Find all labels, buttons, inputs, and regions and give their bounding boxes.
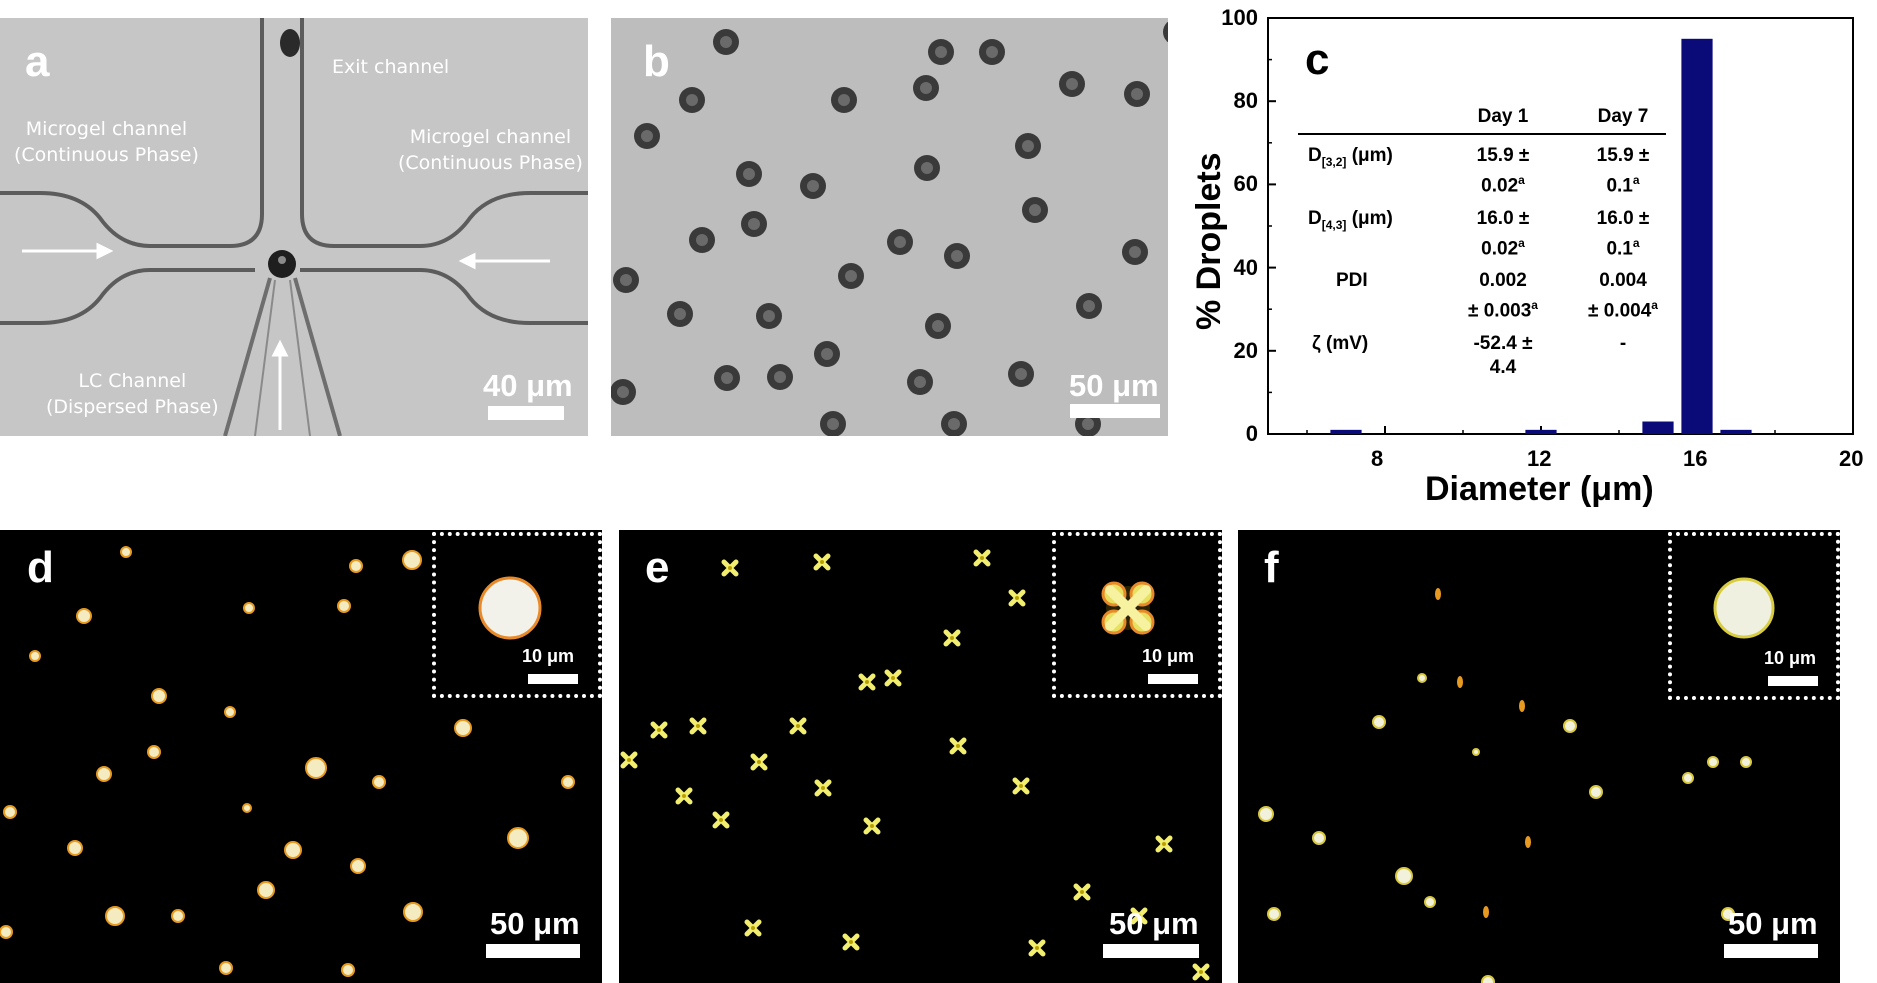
x-axis-title: Diameter (μm)	[1425, 470, 1654, 508]
table-row-param: ζ (mV)	[1312, 333, 1369, 354]
table-row-param: D[3,2] (μm)	[1308, 145, 1393, 169]
panel-f-droplets-image	[1258, 588, 1752, 983]
panel-d-droplets-image	[0, 546, 575, 977]
x-tick-label: 8	[1371, 446, 1384, 471]
panel-f-inset-droplet	[1713, 577, 1775, 639]
panel-c-label: c	[1305, 35, 1330, 84]
panel-e-inset: 10 μm	[1052, 532, 1222, 698]
x-tick-label: 20	[1839, 446, 1864, 471]
panel-d-inset-scale-bar	[528, 674, 578, 684]
histogram-bar	[1525, 429, 1557, 434]
table-cell-day1: -52.4 ±4.4	[1473, 333, 1533, 378]
panel-d-inset: 10 μm	[432, 532, 602, 698]
histogram-bar	[1720, 429, 1752, 434]
panel-f-inset-scale-label: 10 μm	[1764, 648, 1817, 668]
panel-e-inset-droplet	[1101, 581, 1155, 635]
y-axis-title: % Droplets	[1190, 152, 1228, 330]
droplets-brightfield-image	[611, 18, 1168, 436]
panel-a-scale-label: 40 μm	[483, 368, 573, 403]
panel-e-inset-scale-label: 10 μm	[1142, 646, 1195, 666]
panel-e-label: e	[645, 543, 670, 592]
panel-e-inset-scale-bar	[1148, 674, 1198, 684]
histogram-bar	[1330, 429, 1362, 434]
histogram-bar	[1681, 38, 1713, 435]
panel-a-scale-bar	[488, 406, 564, 420]
panel-e-scale-bar	[1103, 944, 1199, 958]
y-tick-label: 20	[1233, 337, 1258, 363]
left-microgel-channel-label: Microgel channel (Continuous Phase)	[14, 118, 199, 166]
panel-f-polarized-micrograph: f 10 μm 50 μm	[1238, 530, 1840, 983]
panel-d-label: d	[27, 543, 54, 592]
y-tick-label: 80	[1233, 88, 1258, 114]
table-row-param: D[4,3] (μm)	[1308, 208, 1393, 232]
table-cell-day1: 15.9 ±0.02a	[1476, 145, 1530, 197]
right-microgel-channel-label: Microgel channel (Continuous Phase)	[398, 126, 583, 174]
y-tick-label: 100	[1221, 5, 1258, 30]
panel-f-label: f	[1264, 543, 1279, 592]
panel-a-microfluidic-device: a Exit channel Microgel channel (Continu…	[0, 18, 588, 436]
panel-d-scale-label: 50 μm	[490, 906, 580, 941]
y-tick-label: 40	[1233, 254, 1258, 280]
panel-f-inset: 10 μm	[1668, 532, 1840, 700]
panel-e-scale-label: 50 μm	[1109, 906, 1199, 941]
panel-d-inset-droplet	[478, 576, 542, 640]
panel-d-inset-scale-label: 10 μm	[522, 646, 575, 666]
panel-f-scale-bar	[1724, 944, 1818, 958]
table-divider	[1298, 133, 1666, 135]
microfluidic-channels-image	[0, 18, 588, 436]
panel-b-droplet-micrograph: b 50 μm	[611, 18, 1168, 436]
y-tick-label: 60	[1233, 171, 1258, 197]
panel-b-scale-bar	[1070, 404, 1160, 418]
table-cell-day7: 16.0 ±0.1a	[1596, 208, 1650, 260]
panel-f-inset-scale-bar	[1768, 676, 1818, 686]
panel-a-label: a	[25, 37, 50, 86]
histogram-svg	[1267, 17, 1854, 435]
exit-channel-label: Exit channel	[332, 56, 450, 78]
table-cell-day7: 15.9 ±0.1a	[1596, 145, 1650, 197]
table-header-day7: Day 7	[1597, 106, 1649, 127]
panel-b-scale-label: 50 μm	[1069, 368, 1159, 403]
histogram-bar	[1642, 421, 1674, 434]
panel-e-polarized-micrograph: e 10 μm 50 μm	[619, 530, 1222, 983]
panel-c-size-distribution-chart: c % Droplets Diameter (μm) 0 20 40 60 80 100 8…	[1180, 0, 1877, 520]
panel-f-scale-label: 50 μm	[1728, 906, 1818, 941]
panel-d-scale-bar	[486, 944, 580, 958]
x-tick-label: 16	[1683, 446, 1708, 471]
table-cell-day1: 0.002 ± 0.003a	[1468, 270, 1538, 322]
panel-b-label: b	[643, 37, 670, 86]
y-tick-label: 0	[1245, 421, 1258, 446]
table-cell-day7: 0.004 ± 0.004a	[1588, 270, 1658, 322]
table-row-param: PDI	[1336, 270, 1368, 291]
table-cell-day1: 16.0 ±0.02a	[1476, 208, 1530, 260]
panel-e-droplets-image	[620, 549, 1210, 981]
x-tick-label: 12	[1527, 446, 1552, 471]
table-header-day1: Day 1	[1477, 106, 1529, 127]
lc-channel-label: LC Channel (Dispersed Phase)	[46, 370, 219, 418]
panel-d-polarized-micrograph: d 10 μm 50 μm	[0, 530, 602, 983]
table-cell-day7: -	[1619, 333, 1627, 354]
